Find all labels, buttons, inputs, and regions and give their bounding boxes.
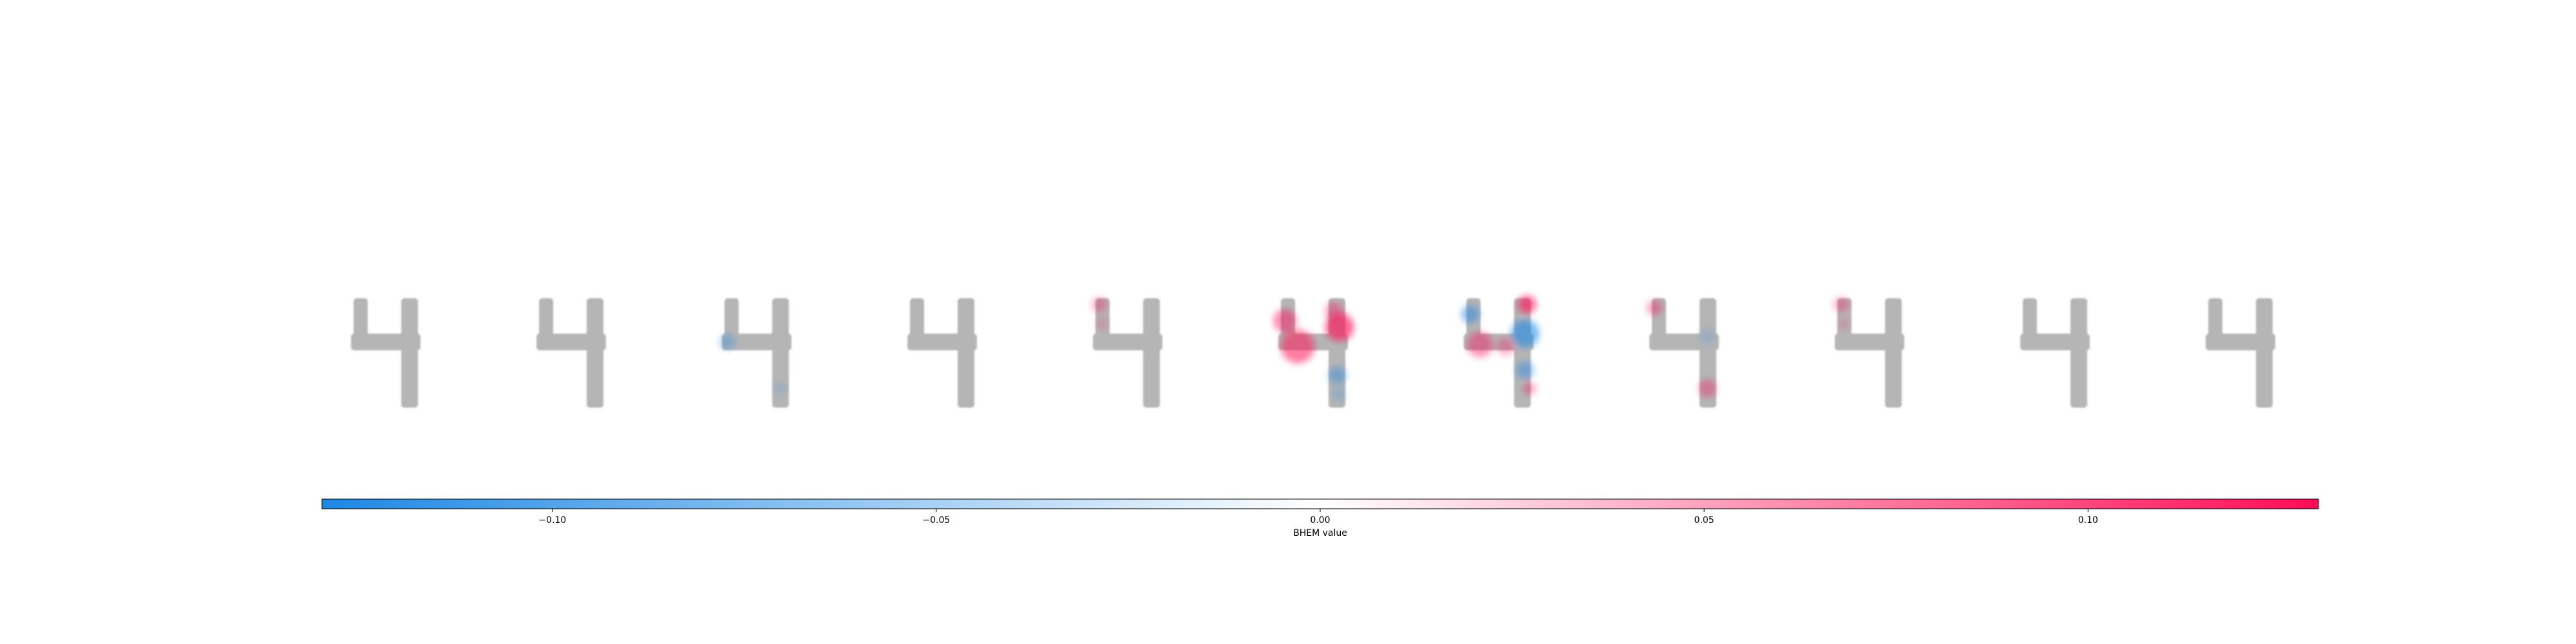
colorbar: −0.10 −0.05 0.00 0.05 0.10 BHEM value xyxy=(321,498,2319,538)
digit-stroke xyxy=(1143,298,1160,408)
bhem-blob xyxy=(773,382,786,395)
bhem-blob xyxy=(1092,297,1107,312)
digit-panel xyxy=(1461,296,1539,408)
bhem-blob xyxy=(1511,319,1539,348)
colorbar-tick-label: 0.10 xyxy=(2078,515,2098,526)
digit-stroke xyxy=(2208,298,2222,338)
bhem-blob xyxy=(1698,379,1716,397)
colorbar-tick-label: −0.10 xyxy=(538,515,566,526)
bhem-blob xyxy=(1518,296,1536,314)
digit-stroke xyxy=(910,298,924,338)
digit-4-image xyxy=(1093,298,1162,408)
bhem-blob xyxy=(1332,388,1345,401)
digit-4-image xyxy=(536,298,606,408)
bhem-overlay xyxy=(1647,300,1716,397)
digit-4-image xyxy=(2020,298,2090,408)
bhem-blob xyxy=(1325,313,1354,341)
bhem-overlay xyxy=(1273,302,1354,401)
bhem-overlay xyxy=(719,334,786,395)
colorbar-tick-label: −0.05 xyxy=(922,515,950,526)
digit-stroke xyxy=(772,298,789,408)
digit-panel xyxy=(2020,298,2090,408)
bhem-blob xyxy=(1095,317,1108,330)
bhem-blob xyxy=(1273,309,1296,332)
digit-panel xyxy=(719,298,791,408)
colorbar-ticks: −0.10 −0.05 0.00 0.05 0.10 xyxy=(538,509,2098,526)
bhem-blob xyxy=(1516,361,1534,379)
colorbar-label: BHEM value xyxy=(1293,528,1347,538)
colorbar-tick-label: 0.05 xyxy=(1694,515,1714,526)
digit-stroke xyxy=(2256,298,2273,408)
digit-stroke xyxy=(587,298,603,408)
bhem-blob xyxy=(1523,382,1536,395)
digit-panel xyxy=(1833,297,1904,408)
colorbar-bar xyxy=(321,498,2319,509)
digit-stroke xyxy=(2070,298,2087,408)
bhem-blob xyxy=(1837,317,1850,330)
digit-stroke xyxy=(539,298,553,338)
bhem-overlay xyxy=(1833,297,1850,330)
digit-panel xyxy=(351,298,421,408)
digit-panel xyxy=(1647,298,1719,408)
bhem-overlay xyxy=(1092,297,1108,330)
digit-panel xyxy=(536,298,606,408)
digit-stroke xyxy=(958,298,974,408)
bhem-blob xyxy=(1467,332,1493,357)
digit-stroke xyxy=(2023,298,2037,338)
digit-stroke xyxy=(354,298,368,338)
digit-panel xyxy=(907,298,977,408)
bhem-blob xyxy=(1281,330,1314,363)
bhem-blob xyxy=(1329,366,1347,384)
bhem-blob xyxy=(1325,302,1343,320)
digit-4-image xyxy=(351,298,421,408)
bhem-blob xyxy=(1700,329,1715,345)
bhem-blob xyxy=(1833,297,1849,312)
digit-stroke xyxy=(1885,298,1902,408)
digit-stroke xyxy=(724,298,739,338)
bhem-blob xyxy=(1497,337,1515,355)
digit-stroke xyxy=(401,298,418,408)
digit-panel xyxy=(1273,298,1354,408)
bhem-blob xyxy=(1647,300,1662,316)
digit-4-image xyxy=(1835,298,1904,408)
digit-panel xyxy=(1092,297,1162,408)
digit-4-image xyxy=(722,298,791,408)
digit-4-image xyxy=(2206,298,2275,408)
bhem-blob xyxy=(719,334,735,350)
image-panels xyxy=(351,296,2275,408)
bhem-blob xyxy=(1461,305,1479,323)
colorbar-tick-label: 0.00 xyxy=(1310,515,1330,526)
digit-panel xyxy=(2206,298,2275,408)
digit-4-image xyxy=(907,298,977,408)
bhem-overlay xyxy=(1461,296,1539,395)
